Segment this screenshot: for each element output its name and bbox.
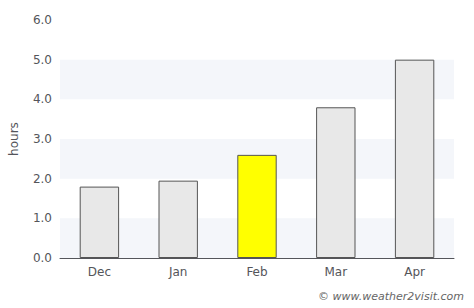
svg-text:6.0: 6.0 — [33, 13, 52, 27]
svg-text:hours: hours — [7, 122, 21, 156]
svg-text:Apr: Apr — [404, 265, 425, 279]
svg-text:4.0: 4.0 — [33, 92, 52, 106]
svg-text:Dec: Dec — [88, 265, 111, 279]
svg-text:1.0: 1.0 — [33, 211, 52, 225]
svg-text:3.0: 3.0 — [33, 132, 52, 146]
svg-text:Jan: Jan — [168, 265, 188, 279]
svg-text:© www.weather2visit.com: © www.weather2visit.com — [318, 290, 464, 303]
svg-text:2.0: 2.0 — [33, 172, 52, 186]
svg-text:0.0: 0.0 — [33, 251, 52, 265]
svg-text:5.0: 5.0 — [33, 53, 52, 67]
svg-text:Feb: Feb — [246, 265, 267, 279]
svg-text:Mar: Mar — [324, 265, 347, 279]
